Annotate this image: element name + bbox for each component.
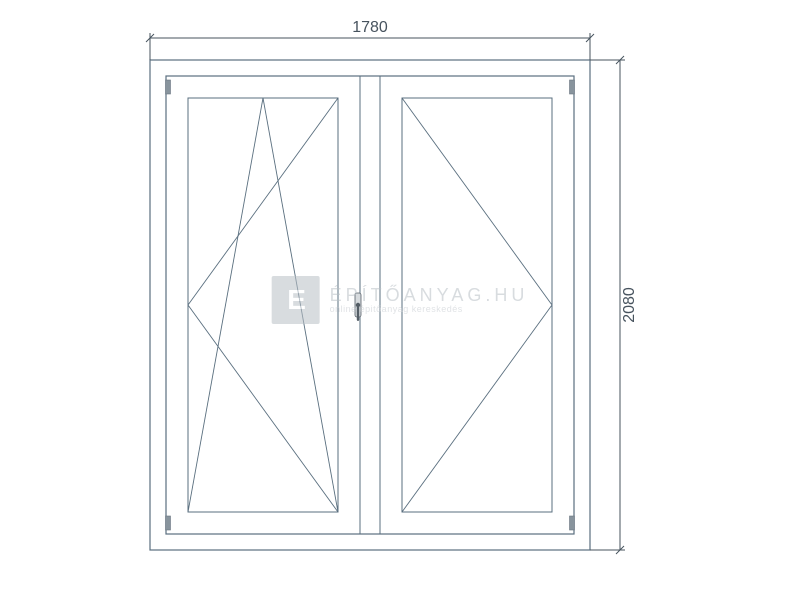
drawing-stage: 17802080 E ÉPÍTŐANYAG.HU online épitőany… [0, 0, 800, 600]
dimension-width-label: 1780 [352, 19, 388, 36]
dimension-height-label: 2080 [621, 287, 638, 323]
technical-drawing-svg: 1780 2080 [0, 0, 800, 600]
